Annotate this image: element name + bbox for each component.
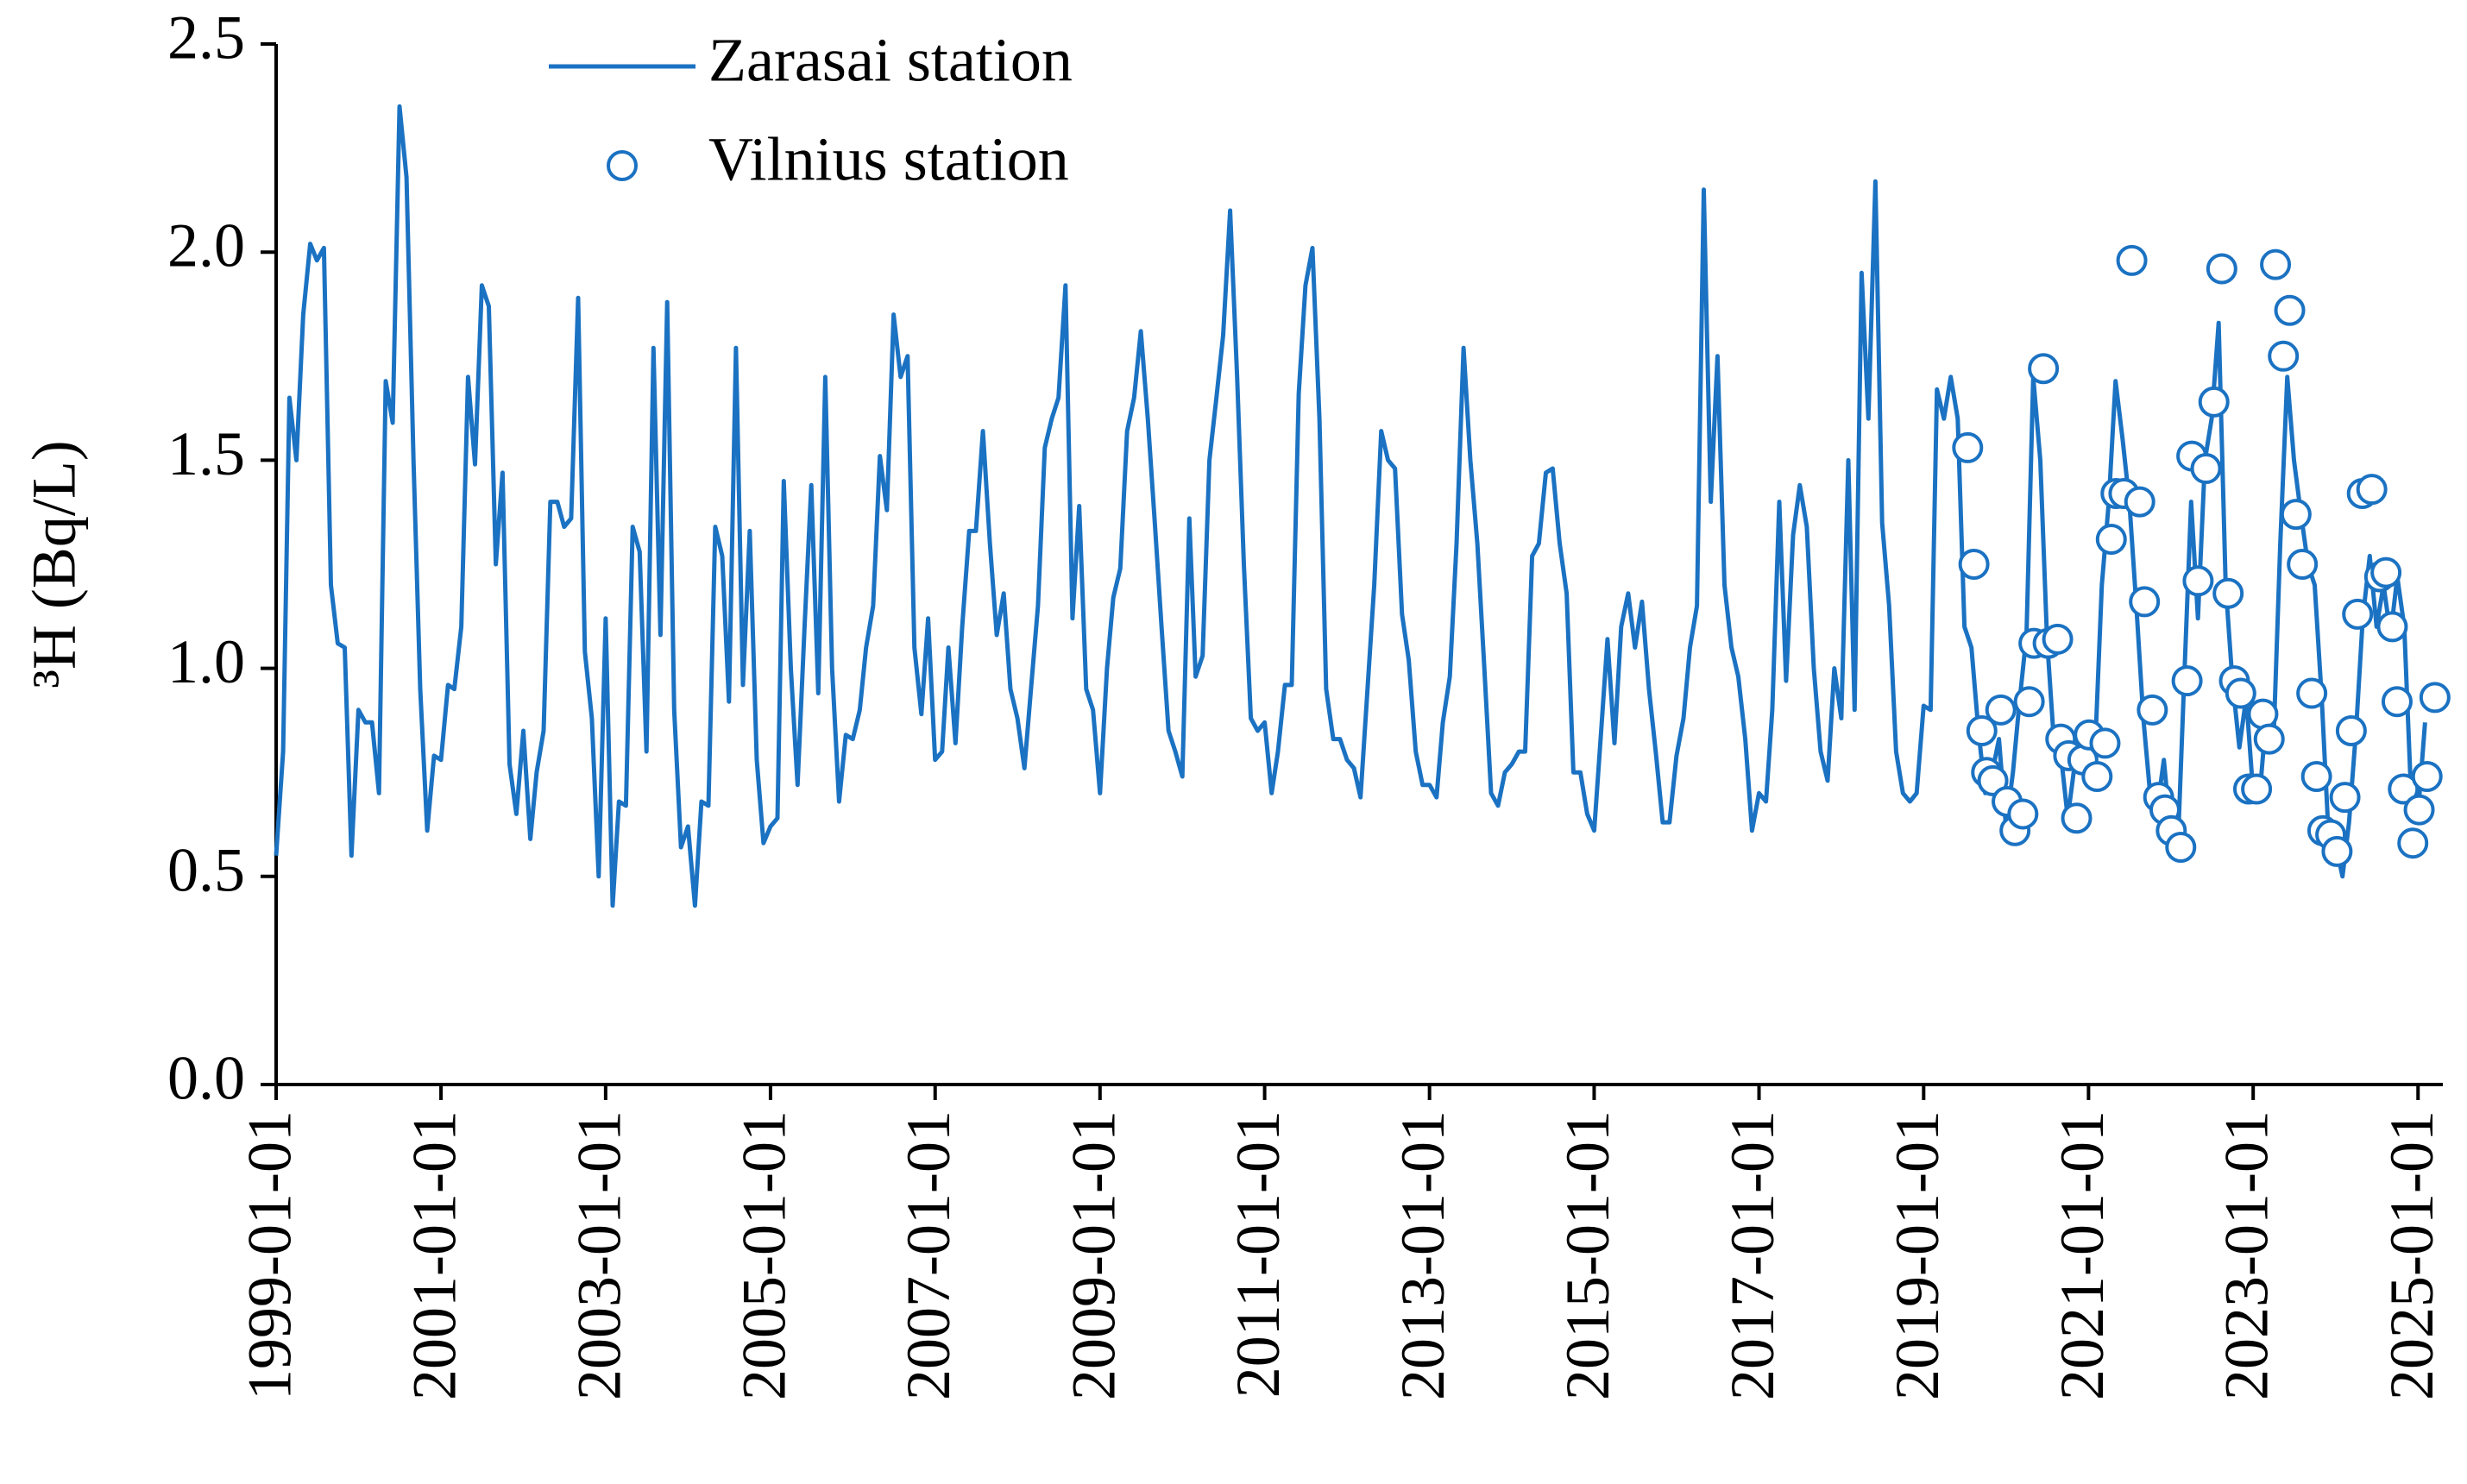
data-point (2274, 294, 2306, 326)
data-point (2182, 565, 2214, 597)
y-tick-label: 1.0 (167, 627, 245, 696)
data-point (2225, 677, 2256, 709)
y-axis-label: ³H (Bq/L) (20, 440, 89, 689)
data-point (2013, 686, 2045, 718)
data-point (2376, 611, 2408, 643)
x-tick-label: 1999-01-01 (236, 1110, 305, 1400)
data-point (2028, 353, 2060, 385)
x-tick-label: 2023-01-01 (2212, 1110, 2281, 1400)
data-point (2335, 714, 2367, 746)
y-tick-label: 1.5 (167, 419, 245, 488)
data-point (1977, 764, 2009, 796)
data-point (2095, 524, 2127, 556)
data-point (2356, 474, 2388, 506)
data-point (2198, 386, 2230, 418)
x-tick-label: 2021-01-01 (2048, 1110, 2117, 1400)
data-point (2253, 723, 2285, 755)
x-tick-label: 2019-01-01 (1883, 1110, 1952, 1400)
data-point (2370, 556, 2402, 588)
y-tick-label: 2.0 (167, 211, 245, 280)
legend-label: Vilnius station (708, 125, 1069, 194)
data-point (2268, 340, 2300, 372)
x-tick-label: 2015-01-01 (1553, 1110, 1622, 1400)
x-tick-label: 2007-01-01 (894, 1110, 963, 1400)
data-point (2241, 773, 2273, 805)
data-point (2007, 798, 2039, 830)
data-point (2081, 761, 2113, 793)
x-tick-label: 2001-01-01 (400, 1110, 469, 1400)
data-point (2247, 698, 2279, 730)
x-tick-label: 2025-01-01 (2377, 1110, 2446, 1400)
data-point (2296, 677, 2328, 709)
legend-label: Zarasai station (708, 26, 1073, 95)
data-point (2419, 682, 2451, 714)
data-point (2137, 694, 2168, 726)
data-point (1958, 549, 1990, 580)
data-point (2388, 773, 2420, 805)
data-point (1985, 694, 2017, 726)
data-point (2165, 832, 2197, 864)
x-tick-label: 2011-01-01 (1224, 1110, 1293, 1398)
data-point (2321, 835, 2353, 867)
data-point (2411, 761, 2443, 793)
data-point (2124, 486, 2155, 518)
data-point (2116, 244, 2148, 276)
data-point (2061, 802, 2093, 834)
data-point (1952, 431, 1984, 463)
data-point (2397, 827, 2429, 859)
data-point (2342, 598, 2374, 630)
data-point (2287, 549, 2319, 580)
data-point (2171, 665, 2203, 697)
data-point (2260, 248, 2292, 280)
data-point (2190, 453, 2222, 485)
data-point (1966, 714, 1998, 746)
x-tick-label: 2009-01-01 (1059, 1110, 1128, 1400)
x-tick-label: 2013-01-01 (1388, 1110, 1457, 1400)
y-tick-label: 0.5 (167, 835, 245, 904)
x-tick-label: 2003-01-01 (564, 1110, 633, 1400)
data-point (2381, 686, 2413, 718)
y-tick-label: 0.0 (167, 1044, 245, 1113)
data-point (2212, 577, 2244, 609)
data-point (2089, 727, 2121, 759)
data-point (2403, 794, 2435, 826)
x-tick-label: 2005-01-01 (729, 1110, 798, 1400)
data-point (2300, 761, 2332, 793)
data-point (2042, 623, 2074, 655)
data-point (2206, 253, 2237, 285)
y-tick-label: 2.5 (167, 3, 245, 72)
data-point (2129, 586, 2161, 618)
data-point (2329, 782, 2361, 814)
x-tick-label: 2017-01-01 (1718, 1110, 1787, 1400)
legend-marker (607, 150, 638, 181)
data-point (2280, 499, 2312, 531)
